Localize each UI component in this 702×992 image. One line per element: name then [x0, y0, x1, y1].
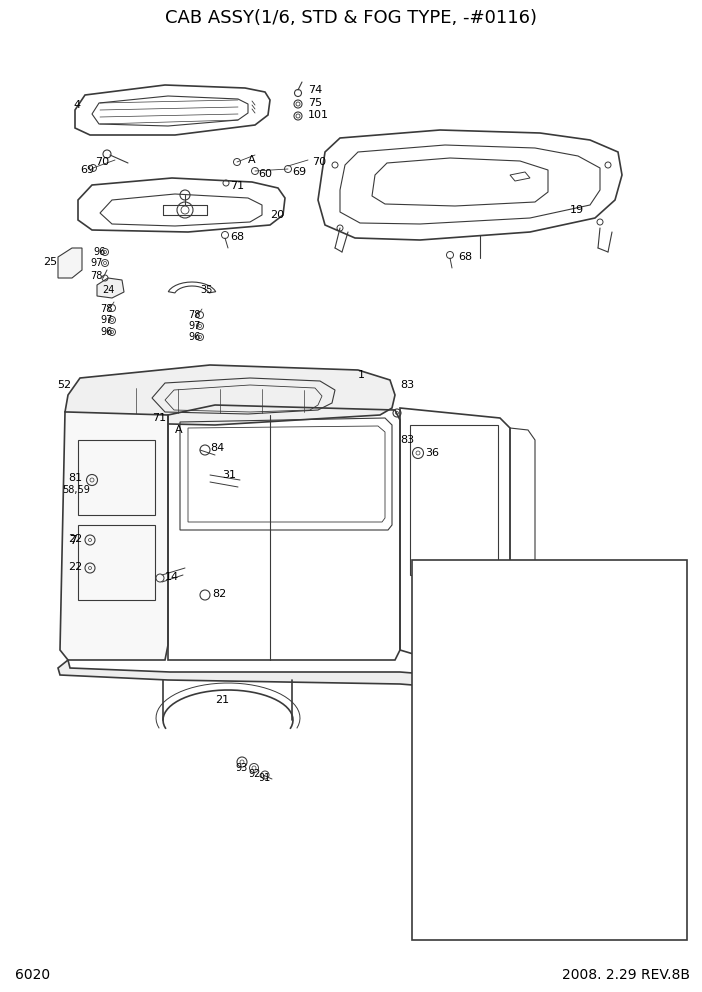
Polygon shape	[548, 625, 652, 655]
Text: 78: 78	[188, 310, 200, 320]
Text: 84: 84	[210, 443, 224, 453]
Text: 78: 78	[90, 271, 102, 281]
Polygon shape	[60, 412, 168, 660]
Text: 97: 97	[188, 321, 200, 331]
Text: 83: 83	[400, 435, 414, 445]
Text: 83: 83	[400, 380, 414, 390]
Text: 108-4: 108-4	[420, 673, 450, 683]
Polygon shape	[418, 683, 435, 700]
Text: 14: 14	[165, 572, 179, 582]
Text: 70: 70	[95, 157, 109, 167]
Polygon shape	[97, 278, 124, 298]
Text: 35: 35	[200, 285, 213, 295]
Text: 78: 78	[100, 304, 112, 314]
Text: 69: 69	[80, 165, 94, 175]
Text: 74: 74	[308, 85, 322, 95]
Text: 58,59: 58,59	[62, 485, 90, 495]
Text: 101: 101	[308, 110, 329, 120]
Text: 19: 19	[570, 205, 584, 215]
Text: 93: 93	[235, 763, 247, 773]
Text: 21: 21	[215, 695, 229, 705]
Polygon shape	[65, 365, 395, 425]
Text: 22: 22	[68, 534, 82, 544]
Text: 81: 81	[68, 473, 82, 483]
Text: 75: 75	[308, 98, 322, 108]
Text: 20: 20	[270, 210, 284, 220]
Text: 108-3: 108-3	[555, 579, 585, 589]
Text: 68: 68	[458, 252, 472, 262]
Polygon shape	[58, 660, 500, 692]
Text: 97: 97	[100, 315, 112, 325]
Polygon shape	[548, 648, 562, 788]
Text: 108-5: 108-5	[555, 567, 585, 577]
Text: 7: 7	[70, 534, 78, 547]
Polygon shape	[58, 248, 82, 278]
Text: 82: 82	[212, 589, 226, 599]
Text: 52: 52	[57, 380, 71, 390]
Polygon shape	[548, 775, 652, 798]
Text: 60: 60	[258, 169, 272, 179]
Text: 96: 96	[100, 327, 112, 337]
Text: 71: 71	[152, 413, 166, 423]
Text: CAB ASSY(1/6, STD & FOG TYPE, -#0116): CAB ASSY(1/6, STD & FOG TYPE, -#0116)	[165, 9, 537, 27]
Text: A: A	[248, 155, 256, 165]
Text: 24: 24	[102, 285, 114, 295]
Text: A: A	[175, 425, 183, 435]
Text: 108-2: 108-2	[455, 715, 485, 725]
Text: 1: 1	[358, 370, 365, 380]
Text: 25: 25	[43, 257, 57, 267]
Text: 92: 92	[248, 769, 260, 779]
Text: 71: 71	[230, 181, 244, 191]
Text: 6020: 6020	[15, 968, 50, 982]
Text: 2008. 2.29 REV.8B: 2008. 2.29 REV.8B	[562, 968, 690, 982]
Text: FOG TYPE(OPTION): FOG TYPE(OPTION)	[418, 563, 529, 576]
Text: 68: 68	[230, 232, 244, 242]
Text: 70: 70	[312, 157, 326, 167]
Text: 36: 36	[425, 448, 439, 458]
Text: 97: 97	[90, 258, 102, 268]
Text: 108-1: 108-1	[470, 601, 500, 611]
Text: 96: 96	[188, 332, 200, 342]
Text: 69: 69	[292, 167, 306, 177]
Text: 22: 22	[68, 562, 82, 572]
Text: 91: 91	[258, 773, 270, 783]
Text: 96: 96	[93, 247, 105, 257]
Text: 4: 4	[73, 100, 80, 110]
Bar	[412, 560, 687, 940]
Text: 31: 31	[222, 470, 236, 480]
